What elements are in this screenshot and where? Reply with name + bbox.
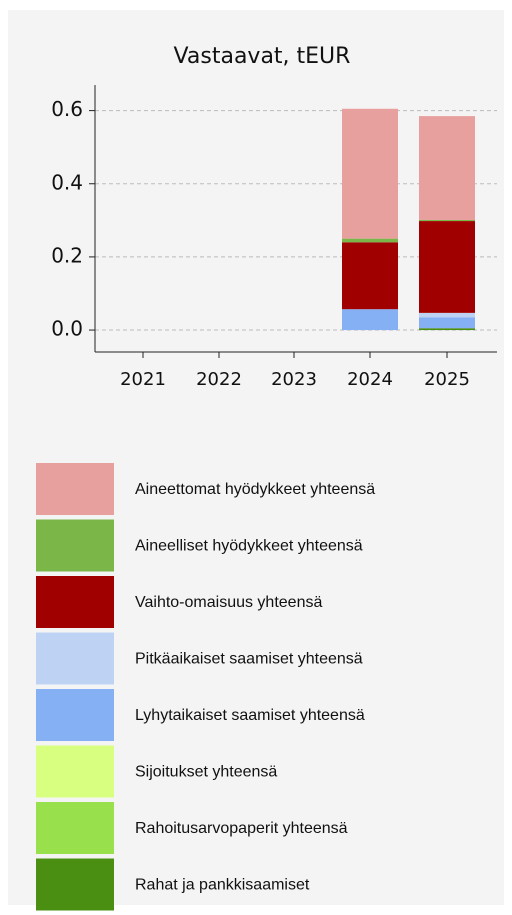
x-tick-label: 2025 [424, 369, 470, 390]
y-tick-label: 0.0 [51, 317, 83, 341]
legend-swatch [36, 519, 114, 572]
bar-segment [342, 108, 398, 239]
legend-label: Rahoitusarvopaperit yhteensä [135, 820, 348, 837]
y-tick-label: 0.4 [51, 170, 83, 194]
legend-swatch [36, 576, 114, 628]
legend-swatch [36, 745, 114, 798]
legend-label: Pitkäaikaiset saamiset yhteensä [135, 651, 363, 668]
legend-swatch [36, 689, 114, 741]
bar-segment [342, 242, 398, 310]
bar-segment [419, 328, 475, 331]
legend-label: Vaihto-omaisuus yhteensä [135, 594, 322, 611]
x-tick-label: 2024 [347, 369, 393, 390]
legend-swatch [36, 858, 114, 911]
legend-label: Sijoitukset yhteensä [135, 764, 277, 781]
bar-segment [342, 309, 398, 331]
y-tick-label: 0.2 [51, 243, 83, 267]
legend-label: Lyhytaikaiset saamiset yhteensä [135, 707, 365, 724]
bar-segment [419, 317, 475, 329]
bar-segment [419, 219, 475, 222]
x-tick-label: 2023 [271, 369, 317, 390]
legend-swatch [36, 463, 114, 515]
legend-label: Aineelliset hyödykkeet yhteensä [135, 538, 363, 555]
legend-swatch [36, 802, 114, 854]
legend-label: Rahat ja pankkisaamiset [135, 877, 310, 894]
chart-title: Vastaavat, tEUR [174, 44, 351, 69]
bar-segment [419, 116, 475, 220]
bar-segment [419, 312, 475, 318]
y-tick-label: 0.6 [51, 97, 83, 121]
x-tick-label: 2022 [196, 369, 242, 390]
bar-segment [419, 221, 475, 313]
legend-swatch [36, 632, 114, 685]
x-tick-label: 2021 [120, 369, 166, 390]
legend-label: Aineettomat hyödykkeet yhteensä [135, 481, 375, 498]
bar-segment [342, 238, 398, 243]
